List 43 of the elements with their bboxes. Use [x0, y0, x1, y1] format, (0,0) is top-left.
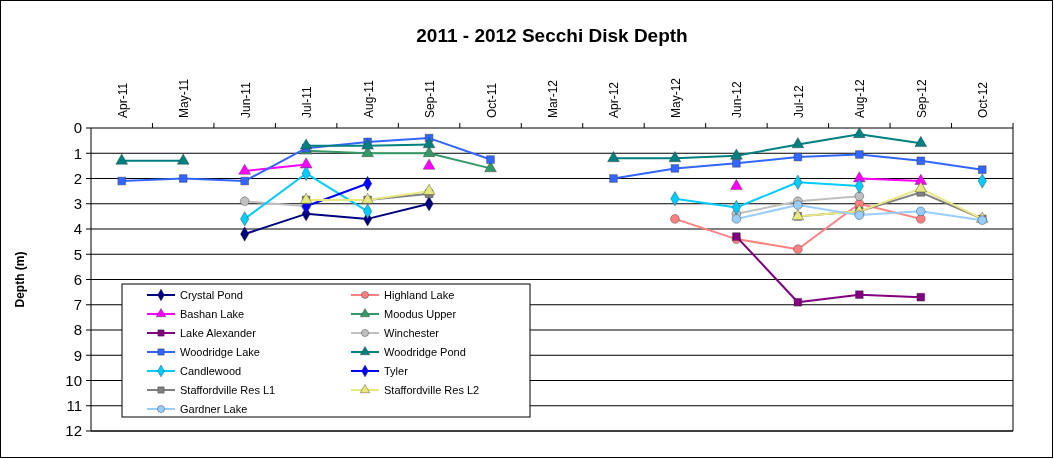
- y-tick-label: 10: [65, 371, 82, 389]
- y-tick-label: 4: [73, 220, 82, 238]
- x-tick-label: Sep-11: [423, 79, 438, 118]
- legend-label: Woodridge Lake: [180, 345, 260, 358]
- legend-label: Staffordville Res L1: [180, 383, 276, 396]
- y-tick-label: 3: [73, 195, 82, 212]
- x-tick-label: Oct-12: [976, 81, 991, 118]
- legend-label: Highland Lake: [384, 288, 455, 301]
- y-tick-label: 0: [73, 119, 82, 137]
- x-tick-label: Mar-12: [546, 79, 560, 118]
- legend-label: Gardner Lake: [180, 402, 248, 415]
- x-tick-label: Apr-12: [607, 81, 622, 118]
- y-tick-label: 2: [73, 169, 82, 187]
- x-tick-label: Jul-11: [300, 85, 315, 118]
- y-tick-label: 6: [73, 270, 82, 288]
- legend-label: Crystal Pond: [180, 288, 243, 301]
- legend-label: Bashan Lake: [180, 307, 245, 320]
- x-tick-label: May-11: [177, 78, 192, 118]
- y-tick-label: 12: [65, 422, 82, 440]
- y-axis-title: Depth (m): [13, 251, 27, 308]
- x-tick-label: Aug-12: [853, 78, 868, 118]
- legend-label: Lake Alexander: [180, 326, 257, 339]
- legend-label: Tyler: [384, 364, 409, 377]
- x-tick-label: Jun-12: [730, 80, 745, 118]
- y-tick-label: 11: [66, 397, 82, 414]
- legend-label: Moodus Upper: [384, 307, 457, 320]
- legend-label: Winchester: [384, 326, 440, 339]
- x-tick-label: Jul-12: [791, 84, 806, 118]
- x-tick-label: Sep-12: [914, 78, 929, 118]
- y-tick-label: 8: [73, 321, 82, 339]
- y-tick-label: 1: [73, 144, 82, 162]
- y-tick-label: 9: [73, 346, 82, 364]
- legend-label: Candlewood: [180, 364, 242, 377]
- x-tick-label: Apr-11: [115, 82, 130, 118]
- y-tick-label: 5: [73, 245, 82, 263]
- legend-label: Woodridge Pond: [384, 345, 466, 358]
- y-tick-label: 7: [73, 296, 82, 313]
- x-tick-label: Oct-11: [484, 82, 499, 118]
- x-tick-label: Jun-11: [238, 81, 253, 118]
- legend-label: Staffordville Res L2: [384, 383, 480, 396]
- x-tick-label: May-12: [668, 77, 683, 118]
- chart-title: 2011 - 2012 Secchi Disk Depth: [416, 25, 688, 46]
- x-tick-label: Aug-11: [361, 79, 376, 118]
